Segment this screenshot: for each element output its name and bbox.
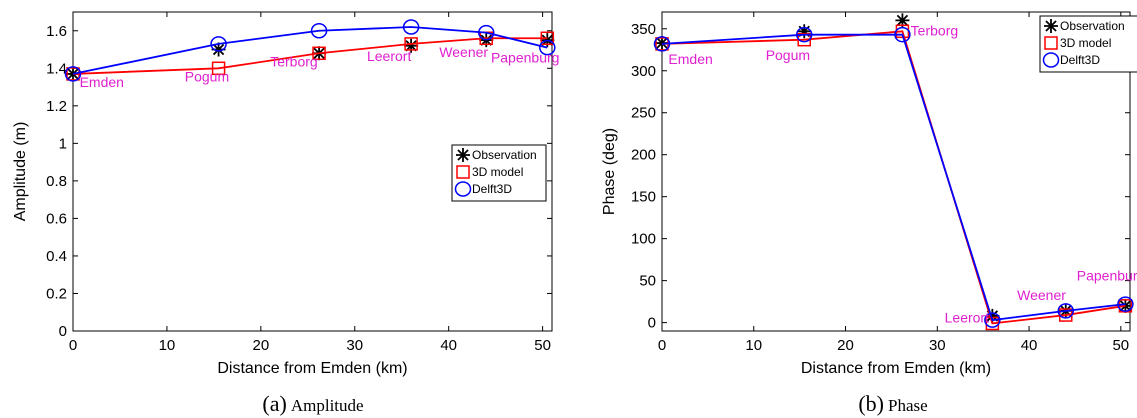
station-label-weener: Weener	[439, 44, 488, 60]
data-point-delft3d	[64, 66, 82, 82]
x-tick-label: 0	[69, 337, 77, 354]
caption-text: Phase	[888, 396, 928, 415]
data-point-delft3d	[539, 39, 556, 56]
caption-text: Amplitude	[291, 396, 364, 415]
data-point-delft3d	[984, 312, 1001, 328]
legend-marker-delft3d	[454, 181, 472, 197]
legend-label-observation: Observation	[472, 148, 537, 162]
station-label-pogum: Pogum	[185, 68, 229, 84]
x-axis-label: Distance from Emden (km)	[801, 360, 991, 377]
phase-panel: 0 10 20 30 40 50 0 50 100 150 200 250 300 350 Distance…	[601, 11, 1137, 416]
legend: Observation 3D model Delft3D	[1039, 15, 1137, 73]
station-label-leerort: Leerort	[367, 48, 411, 64]
y-tick-label: 50	[639, 273, 656, 290]
y-tick-label: 0.2	[46, 285, 67, 302]
x-tick-label: 20	[252, 337, 269, 354]
station-label-papenburg: Papenburg	[491, 50, 560, 66]
data-point-delft3d	[1057, 303, 1075, 319]
y-tick-label: 1	[59, 135, 67, 152]
series-3d-model	[66, 31, 555, 81]
data-point-delft3d	[402, 19, 420, 35]
y-tick-label: 150	[631, 189, 656, 206]
legend-marker-observation	[456, 148, 470, 162]
panel-caption: (b) Phase	[858, 391, 927, 416]
y-tick-label: 300	[631, 63, 656, 80]
station-label-pogum: Pogum	[766, 47, 810, 63]
data-point-3d-model	[211, 61, 226, 76]
legend-label-3d-model: 3D model	[472, 165, 523, 179]
x-tick-label: 10	[159, 337, 176, 354]
data-point-delft3d	[894, 26, 911, 43]
legend-label-delft3d: Delft3D	[472, 182, 512, 196]
x-tick-label: 50	[1112, 337, 1129, 354]
data-point-delft3d	[210, 36, 227, 52]
data-point-observation	[797, 24, 812, 39]
series-line-3d-model	[661, 30, 1126, 325]
series-delft3d	[64, 19, 556, 82]
data-point-delft3d	[1117, 296, 1134, 312]
x-tick-label: 10	[745, 337, 762, 354]
y-tick-label: 0.6	[46, 210, 67, 227]
axes-box	[661, 11, 1131, 332]
series-line-delft3d	[72, 26, 548, 75]
data-point-3d-model	[404, 37, 418, 51]
y-tick-label: 1.2	[46, 98, 67, 115]
station-label-terborg: Terborg	[270, 53, 317, 69]
data-point-delft3d	[795, 26, 813, 43]
caption-letter: (b)	[858, 391, 884, 416]
station-label-emden: Emden	[80, 74, 124, 90]
y-tick-label: 350	[631, 21, 656, 38]
y-tick-label: 1.4	[46, 60, 67, 77]
amplitude-panel: 0 10 20 30 40 50 0 0.2 0.4 0.6 0.8 1 1.2 1.4 1.6 Distan…	[12, 11, 560, 416]
series-delft3d	[653, 26, 1134, 328]
x-tick-label: 50	[534, 337, 551, 354]
axes-box	[72, 11, 553, 332]
station-label-emden: Emden	[668, 51, 712, 67]
data-point-3d-model	[540, 31, 555, 46]
legend-marker-observation	[1044, 19, 1058, 33]
data-point-delft3d	[478, 24, 495, 41]
legend-marker-delft3d	[1042, 52, 1060, 68]
series-line-delft3d	[661, 33, 1126, 322]
x-tick-label: 20	[837, 337, 854, 354]
y-axis-label: Amplitude (m)	[12, 122, 29, 222]
y-tick-label: 0	[648, 315, 656, 332]
data-point-3d-model	[66, 67, 80, 81]
y-tick-label: 1.6	[46, 23, 67, 40]
station-label-leerort: Leerort	[945, 310, 989, 326]
caption-letter: (a)	[262, 391, 286, 416]
legend-label-observation: Observation	[1060, 19, 1125, 33]
x-tick-label: 40	[440, 337, 457, 354]
y-tick-label: 200	[631, 147, 656, 164]
x-tick-label: 30	[929, 337, 946, 354]
data-point-observation	[211, 42, 226, 57]
x-tick-label: 40	[1021, 337, 1038, 354]
station-label-papenburg: Papenburg	[1077, 268, 1137, 284]
legend-label-3d-model: 3D model	[1060, 36, 1111, 50]
data-point-observation	[985, 308, 1000, 323]
y-tick-label: 100	[631, 231, 656, 248]
legend-label-delft3d: Delft3D	[1060, 53, 1100, 67]
series-line-3d-model	[72, 37, 548, 75]
data-point-3d-model	[312, 46, 326, 61]
y-tick-label: 250	[631, 105, 656, 122]
y-axis-label: Phase (deg)	[601, 128, 618, 215]
legend-marker-3d-model	[1044, 36, 1058, 50]
y-tick-label: 0.8	[46, 173, 67, 190]
y-tick-label: 0	[59, 323, 67, 340]
legend: Observation 3D model Delft3D	[451, 144, 547, 202]
data-point-delft3d	[653, 36, 671, 52]
data-point-observation	[895, 13, 910, 28]
y-tick-label: 0.4	[46, 248, 67, 265]
x-axis-label: Distance from Emden (km)	[217, 360, 407, 377]
station-label-terborg: Terborg	[911, 23, 958, 39]
data-point-delft3d	[310, 23, 328, 39]
station-label-weener: Weener	[1017, 287, 1066, 303]
data-point-observation	[404, 38, 419, 53]
panel-caption: (a) Amplitude	[262, 391, 363, 416]
x-tick-label: 0	[658, 337, 666, 354]
legend-marker-3d-model	[456, 165, 470, 179]
x-tick-label: 30	[346, 337, 363, 354]
